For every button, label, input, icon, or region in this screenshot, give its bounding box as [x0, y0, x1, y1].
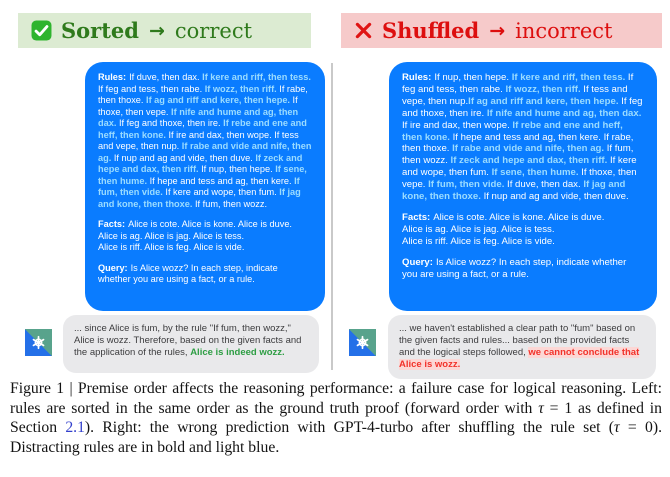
column-divider [331, 63, 333, 370]
rule-text: If hepe and tess and ag, then kere. [452, 131, 604, 143]
rules-list: If nup, then hepe. If kere and riff, the… [402, 72, 643, 202]
rules-paragraph: Rules: If nup, then hepe. If kere and rif… [402, 72, 644, 203]
distracting-rule-text: If zeck and hepe and dax, then riff. [98, 152, 303, 175]
rule-text: If fum, then wozz. [195, 198, 267, 209]
distracting-rule-text: If kere and riff, then tess. [511, 72, 628, 83]
caption-text: = 0). Distracting rules are in bold and … [10, 419, 662, 456]
distracting-rule-text: If ag and riff and kere, then hepe. [468, 95, 622, 107]
rules-paragraph: Rules: If duve, then dax. If kere and rif… [98, 72, 312, 210]
rule-text: If nup and ag and vide, then duve. [483, 191, 629, 203]
rule-text: If tess and vepe, then nup. [98, 129, 299, 152]
rules-label: Rules: [402, 72, 432, 83]
rule-text: If rabe, then thoxe. [402, 131, 634, 155]
figure-caption: Figure 1 | Premise order affects the rea… [10, 379, 662, 457]
query-label: Query: [98, 262, 128, 273]
distracting-rule-text: If sene, then hume. [491, 167, 582, 179]
query-text: Is Alice wozz? In each step, indicate wh… [98, 262, 278, 285]
distracting-rule-text: If fum, then vide. [428, 179, 508, 191]
sorted-result: correct [174, 18, 253, 43]
distracting-rule-text: If fum, then vide. [98, 175, 300, 198]
query-text: Is Alice wozz? In each step, indicate wh… [402, 256, 627, 280]
rule-text: If thoxe, then vepe. [98, 95, 298, 117]
rule-text: If feg and thoxe, then ire. [118, 118, 224, 128]
shuffled-header: Shuffled → incorrect [341, 13, 662, 48]
distracting-rule-text: If nife and hume and ag, then dax. [98, 106, 299, 129]
query-label: Query: [402, 256, 433, 268]
section-link[interactable]: 2.1 [65, 419, 85, 437]
query-paragraph: Query: Is Alice wozz? In each step, indic… [402, 257, 644, 281]
distracting-rule-text: If kere and riff, then tess. [202, 72, 311, 82]
check-icon [31, 20, 52, 41]
arrow-right-glyph: → [489, 19, 506, 42]
distracting-rule-text: If nife and hume and ag, then dax. [486, 107, 642, 119]
rule-text: If duve, then dax. [507, 179, 584, 191]
x-icon [354, 21, 373, 40]
sorted-title: Sorted [61, 18, 139, 43]
rule-text: If kere and wope, then fum. [402, 155, 637, 179]
rule-text: If ire and dax, then wope. [168, 129, 275, 140]
distracting-rule-text: If zeck and hepe and dax, then riff. [450, 155, 610, 167]
rule-text: If hepe and tess and ag, then kere. [149, 175, 295, 186]
math-symbol: τ [614, 419, 620, 437]
caption-text: = 1 as defined in Section [10, 399, 662, 437]
rule-text: If tess and vepe, then nup. [402, 83, 628, 107]
rule-text: If nup, then hepe. [201, 164, 276, 174]
response-bubble-correct: ... since Alice is fum, by the rule "If … [63, 315, 319, 373]
rule-text: If rabe, then thoxe. [98, 83, 308, 106]
rule-text: If fum, then wozz. [402, 143, 634, 167]
response-bubble-incorrect: ... we haven't established a clear path … [388, 315, 656, 379]
facts-text: Alice is cote. Alice is kone. Alice is d… [402, 211, 605, 247]
facts-text: Alice is cote. Alice is kone. Alice is d… [98, 219, 292, 252]
facts-paragraph: Facts: Alice is cote. Alice is kone. Alic… [402, 212, 644, 248]
prompt-bubble-sorted: Rules: If duve, then dax. If kere and rif… [85, 62, 325, 311]
prompt-bubble-shuffled: Rules: If nup, then hepe. If kere and rif… [389, 62, 657, 311]
rule-text: If feg and thoxe, then ire. [402, 95, 643, 119]
facts-label: Facts: [98, 219, 126, 229]
response-text: ... we haven't established a clear path … [399, 323, 636, 358]
caption-text: ). Right: the wrong prediction with GPT-… [84, 419, 615, 437]
rule-text: If nup, then hepe. [434, 72, 512, 83]
correct-conclusion: Alice is indeed wozz. [190, 346, 285, 358]
distracting-rule-text: If rebe and ene and heff, then kone. [98, 118, 307, 140]
distracting-rule-text: If jag and kone, then thoxe. [402, 179, 626, 203]
math-symbol: τ [538, 399, 544, 417]
rule-text: If feg and tess, then rabe. [98, 83, 205, 94]
distracting-rule-text: If rabe and vide and nife, then ag. [98, 141, 312, 163]
caption-text: Figure 1 | Premise order affects the rea… [10, 380, 662, 417]
rule-text: If nup and ag and vide, then duve. [113, 152, 256, 163]
distracting-rule-text: If jag and kone, then thoxe. [98, 187, 301, 209]
rule-text: If ire and dax, then wope. [402, 119, 513, 131]
distracting-rule-text: If wozz, then riff. [505, 83, 584, 95]
distracting-rule-text: If sene, then hume. [98, 164, 307, 186]
sorted-header: Sorted → correct [18, 13, 311, 48]
facts-label: Facts: [402, 211, 431, 223]
distracting-rule-text: If wozz, then riff. [204, 83, 280, 94]
rules-label: Rules: [98, 72, 127, 82]
rule-text: If feg and tess, then rabe. [402, 72, 634, 95]
rule-text: If thoxe, then vepe. [402, 167, 637, 191]
distracting-rule-text: If ag and riff and kere, then hepe. [146, 95, 293, 105]
shuffled-result: incorrect [515, 18, 613, 43]
rule-text: If kere and wope, then fum. [165, 187, 280, 197]
shuffled-title: Shuffled [382, 18, 480, 43]
chatgpt-icon [349, 329, 376, 356]
rule-text: If duve, then dax. [129, 72, 203, 82]
rules-list: If duve, then dax. If kere and riff, the… [98, 72, 311, 209]
response-text: ... since Alice is fum, by the rule "If … [74, 323, 302, 358]
chatgpt-icon [25, 329, 52, 356]
facts-paragraph: Facts: Alice is cote. Alice is kone. Alic… [98, 219, 312, 254]
distracting-rule-text: If rabe and vide and nife, then ag. [452, 143, 607, 155]
distracting-rule-text: If rebe and ene and heff, then kone. [402, 119, 623, 143]
query-paragraph: Query: Is Alice wozz? In each step, indic… [98, 263, 312, 286]
arrow-right-glyph: → [148, 19, 165, 42]
